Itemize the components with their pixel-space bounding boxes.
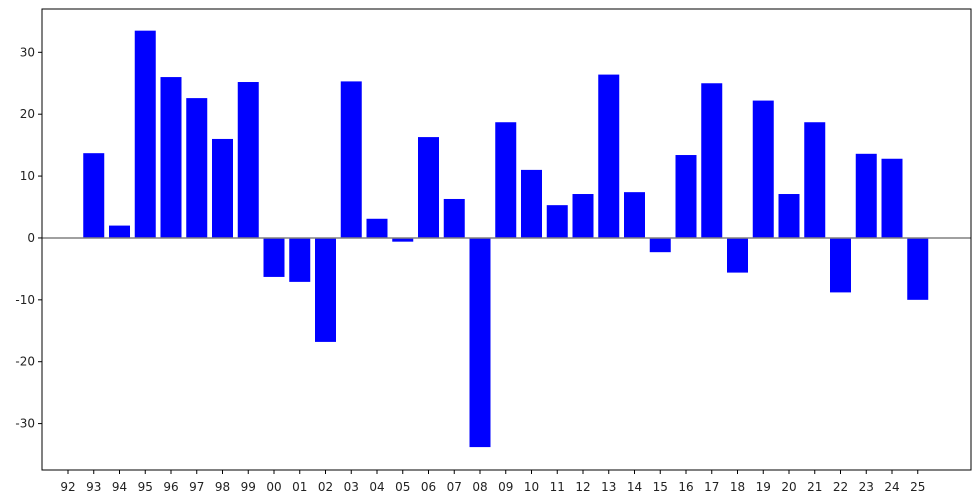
- x-tick-label: 05: [395, 480, 410, 494]
- bar-05: [392, 237, 414, 242]
- bar-17: [701, 83, 723, 238]
- x-tick-label: 20: [781, 480, 796, 494]
- x-tick-label: 96: [163, 480, 178, 494]
- x-tick-label: 11: [550, 480, 565, 494]
- bar-06: [418, 137, 439, 238]
- y-tick-label: 10: [20, 169, 35, 183]
- bar-15: [649, 237, 671, 253]
- x-tick-label: 10: [524, 480, 539, 494]
- bar-03: [340, 81, 362, 238]
- x-tick-label: 14: [627, 480, 642, 494]
- x-tick-label: 12: [575, 480, 590, 494]
- bar-18: [727, 237, 748, 273]
- x-tick-label: 18: [730, 480, 745, 494]
- bars-group: [83, 30, 929, 448]
- bar-04: [366, 218, 388, 238]
- bar-09: [495, 122, 517, 238]
- x-tick-label: 25: [910, 480, 925, 494]
- x-tick-label: 19: [756, 480, 771, 494]
- x-tick-label: 07: [447, 480, 462, 494]
- x-tick-label: 93: [86, 480, 101, 494]
- bar-02: [315, 237, 336, 342]
- x-tick-label: 99: [241, 480, 256, 494]
- y-tick-label: -20: [15, 355, 35, 369]
- x-tick-label: 92: [60, 480, 75, 494]
- x-tick-label: 08: [472, 480, 487, 494]
- x-tick-label: 94: [112, 480, 127, 494]
- x-tick-label: 04: [369, 480, 384, 494]
- x-tick-label: 03: [344, 480, 359, 494]
- x-tick-label: 00: [266, 480, 281, 494]
- bar-95: [134, 30, 156, 238]
- bar-01: [289, 237, 311, 282]
- x-tick-label: 01: [292, 480, 307, 494]
- x-tick-label: 02: [318, 480, 333, 494]
- y-tick-label: 0: [27, 231, 35, 245]
- x-tick-label: 95: [138, 480, 153, 494]
- bar-98: [212, 138, 233, 238]
- y-tick-label: 30: [20, 45, 35, 59]
- bar-20: [778, 194, 800, 238]
- bar-97: [186, 98, 208, 238]
- x-tick-label: 23: [859, 480, 874, 494]
- y-axis: -30 -20 -10 0 10 20 30: [15, 45, 42, 431]
- bar-23: [855, 153, 877, 238]
- bar-93: [83, 153, 105, 238]
- x-axis: 92 93 94 95 96 97 98 99 00 01 02 03 04 05 06 07 08 09 10 11…: [60, 470, 925, 494]
- bar-14: [624, 192, 645, 238]
- plot-frame: [41, 8, 972, 471]
- x-tick-label: 16: [678, 480, 693, 494]
- x-tick-label: 22: [833, 480, 848, 494]
- bar-94: [109, 225, 130, 238]
- bar-25: [907, 237, 929, 300]
- bar-11: [546, 205, 568, 238]
- x-tick-label: 17: [704, 480, 719, 494]
- y-tick-label: 20: [20, 107, 35, 121]
- bar-21: [804, 122, 826, 238]
- x-tick-label: 97: [189, 480, 204, 494]
- bar-19: [752, 100, 774, 238]
- bar-10: [521, 169, 542, 238]
- x-tick-label: 98: [215, 480, 230, 494]
- bar-08: [469, 237, 491, 448]
- bar-12: [572, 194, 594, 238]
- bar-96: [160, 77, 182, 238]
- bar-22: [830, 237, 851, 293]
- bar-16: [675, 155, 697, 238]
- x-tick-label: 24: [884, 480, 899, 494]
- bar-99: [237, 82, 259, 238]
- x-tick-label: 21: [807, 480, 822, 494]
- x-tick-label: 15: [653, 480, 668, 494]
- bar-07: [443, 198, 465, 238]
- x-tick-label: 09: [498, 480, 513, 494]
- y-tick-label: -30: [15, 417, 35, 431]
- bar-00: [263, 237, 285, 277]
- y-tick-label: -10: [15, 293, 35, 307]
- x-tick-label: 06: [421, 480, 436, 494]
- bar-13: [598, 74, 620, 238]
- x-tick-label: 13: [601, 480, 616, 494]
- bar-24: [881, 158, 903, 238]
